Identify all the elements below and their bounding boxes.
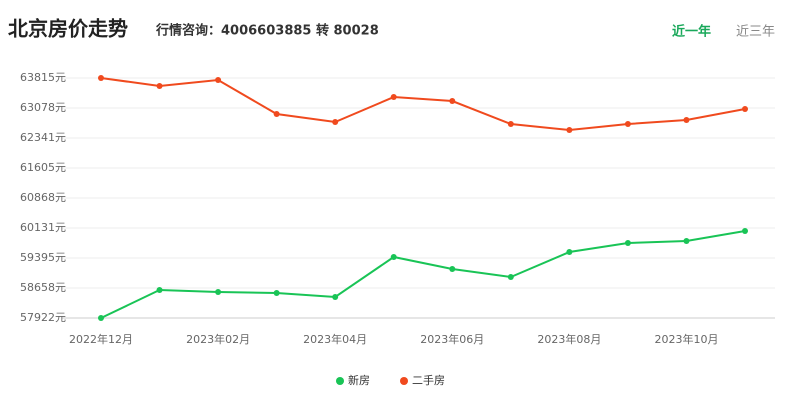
data-point — [156, 287, 163, 294]
x-tick-label: 2023年04月 — [303, 332, 367, 346]
data-point — [507, 273, 514, 280]
data-point — [742, 228, 748, 235]
data-point — [273, 111, 280, 118]
y-tick-label: 61605元 — [20, 161, 66, 174]
legend-marker[interactable] — [336, 377, 344, 385]
data-point — [98, 315, 104, 321]
data-point — [683, 238, 690, 245]
data-point — [566, 249, 573, 256]
data-point — [156, 82, 163, 89]
x-tick-label: 2023年10月 — [654, 332, 718, 346]
data-point — [332, 119, 339, 126]
y-tick-label: 63078元 — [20, 101, 66, 114]
tab[interactable]: 近三年 — [736, 25, 775, 40]
data-point — [742, 106, 748, 113]
data-point — [273, 289, 280, 296]
data-point — [624, 240, 631, 247]
data-point — [390, 253, 397, 260]
data-point — [332, 293, 339, 300]
x-tick-label: 2022年12月 — [69, 332, 133, 346]
legend-marker[interactable] — [400, 377, 408, 385]
y-tick-label: 60131元 — [20, 221, 66, 234]
data-point — [624, 121, 631, 128]
chart-title: 北京房价走势 — [8, 17, 128, 41]
legend-label[interactable]: 二手房 — [412, 373, 445, 387]
y-tick-label: 57922元 — [20, 311, 66, 324]
tab[interactable]: 近一年 — [672, 24, 711, 40]
y-tick-label: 59395元 — [20, 251, 66, 264]
y-tick-label: 63815元 — [20, 71, 66, 84]
y-tick-label: 60868元 — [20, 191, 66, 204]
data-point — [507, 121, 514, 128]
series-line — [100, 77, 746, 132]
data-point — [390, 94, 397, 101]
y-tick-label: 58658元 — [20, 281, 66, 294]
data-point — [449, 266, 456, 273]
data-point — [98, 75, 104, 81]
x-tick-label: 2023年02月 — [186, 332, 250, 346]
legend-label[interactable]: 新房 — [348, 373, 370, 387]
x-tick-label: 2023年08月 — [537, 332, 601, 346]
x-tick-label: 2023年06月 — [420, 332, 484, 346]
subtitle: 行情咨询：4006603885 转 80028 — [155, 23, 379, 39]
data-point — [449, 98, 456, 105]
data-point — [683, 117, 690, 124]
y-tick-label: 62341元 — [20, 131, 66, 144]
data-point — [215, 289, 222, 296]
data-point — [566, 127, 573, 134]
series-line — [100, 230, 746, 319]
data-point — [215, 76, 222, 83]
